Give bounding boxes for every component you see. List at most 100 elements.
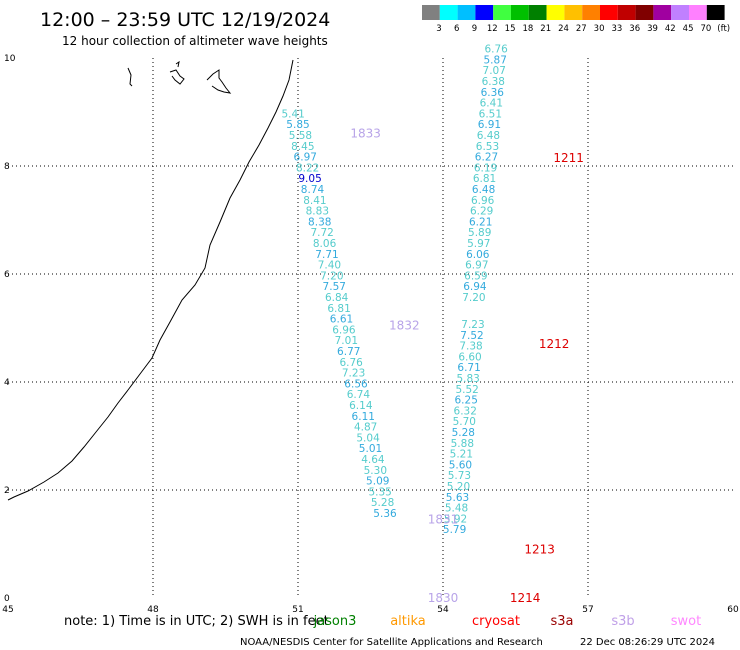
pass-time-label: 1211 xyxy=(553,151,584,165)
y-tick-label: 2 xyxy=(4,486,10,496)
legend-item-s3a: s3a xyxy=(550,614,573,629)
x-tick-label: 48 xyxy=(147,605,159,615)
satellite-legend: jason3 altika cryosat s3a s3b swot xyxy=(313,614,702,629)
pass-labels: 1833 1832 1831 1830 1211 1212 1213 1214 xyxy=(350,127,584,605)
wave-height-label: 6.14 xyxy=(349,400,373,412)
footer-timestamp: 22 Dec 08:26:29 UTC 2024 xyxy=(580,637,715,648)
wave-height-label: 6.94 xyxy=(463,281,487,293)
wave-height-label: 5.60 xyxy=(449,459,472,471)
pass-time-label: 1832 xyxy=(389,318,420,332)
colorbar-swatch xyxy=(528,5,547,20)
colorbar-label: 9 xyxy=(472,24,477,34)
wave-height-label: 5.79 xyxy=(443,524,466,536)
colorbar-label: (ft) xyxy=(717,24,730,34)
colorbar-swatch xyxy=(635,5,654,20)
wave-height-label: 5.92 xyxy=(444,513,467,525)
y-tick-label: 0 xyxy=(4,594,10,604)
wave-height-label: 7.23 xyxy=(342,368,365,380)
pass-time-label: 1831 xyxy=(428,513,459,527)
y-tick-label: 4 xyxy=(4,378,10,388)
colorbar-swatch xyxy=(564,5,583,20)
wave-height-label: 6.59 xyxy=(464,270,487,282)
wave-height-label: 6.27 xyxy=(475,152,498,164)
wave-height-label: 7.57 xyxy=(323,281,346,293)
wave-height-label: 7.72 xyxy=(310,227,333,239)
wave-height-label: 5.28 xyxy=(452,427,475,439)
colorbar-label: 27 xyxy=(576,24,587,34)
colorbar-label: 36 xyxy=(629,24,640,34)
colorbar-swatch xyxy=(439,5,458,20)
altimeter-tracks: 5.415.855.588.456.978.229.058.748.418.83… xyxy=(281,44,508,537)
colorbar-swatch xyxy=(475,5,494,20)
colorbar-label: 33 xyxy=(611,24,622,34)
wave-height-label: 5.52 xyxy=(455,384,478,396)
wave-height-label: 6.76 xyxy=(484,44,508,56)
x-tick-label: 45 xyxy=(2,605,13,615)
wave-height-label: 6.56 xyxy=(344,378,368,390)
legend-item-swot: swot xyxy=(671,614,701,629)
wave-height-label: 5.83 xyxy=(456,373,479,385)
wave-height-label: 7.38 xyxy=(459,341,482,353)
axis-labels: 45 48 51 54 57 60 0 2 4 6 8 10 xyxy=(2,54,739,615)
wave-height-label: 6.11 xyxy=(352,411,375,423)
wave-height-label: 8.41 xyxy=(303,195,326,207)
colorbar-swatch xyxy=(582,5,600,20)
wave-height-label: 6.19 xyxy=(474,162,497,174)
wave-height-label: 6.06 xyxy=(466,249,490,261)
wave-height-label: 6.76 xyxy=(339,357,363,369)
colorbar-swatch xyxy=(600,5,618,20)
wave-height-label: 5.58 xyxy=(289,130,312,142)
wave-height-label: 5.63 xyxy=(446,492,469,504)
wave-height-label: 6.48 xyxy=(477,130,500,142)
wave-height-label: 5.73 xyxy=(448,470,471,482)
wave-height-label: 6.74 xyxy=(347,389,371,401)
colorbar-swatch xyxy=(671,5,689,20)
colorbar-swatch xyxy=(706,5,725,20)
wave-height-label: 6.71 xyxy=(457,362,480,374)
wave-height-label: 8.22 xyxy=(296,162,319,174)
wave-height-label: 7.40 xyxy=(318,260,341,272)
colorbar-label: 45 xyxy=(683,24,694,34)
wave-height-label: 8.45 xyxy=(291,141,314,153)
wave-height-label: 6.77 xyxy=(337,346,360,358)
colorbar-swatch xyxy=(546,5,565,20)
colorbar-label: 24 xyxy=(558,24,569,34)
wave-height-label: 7.01 xyxy=(335,335,358,347)
wave-height-label: 4.87 xyxy=(354,422,377,434)
wave-height-label: 6.25 xyxy=(455,395,478,407)
wave-height-label: 8.74 xyxy=(301,184,325,196)
wave-height-label: 6.51 xyxy=(479,108,502,120)
legend-item-cryosat: cryosat xyxy=(472,614,520,629)
colorbar-label: 21 xyxy=(540,24,551,34)
wave-height-label: 8.06 xyxy=(313,238,337,250)
wave-height-label: 7.23 xyxy=(461,319,484,331)
wave-height-label: 6.81 xyxy=(473,173,496,185)
wave-height-label: 7.20 xyxy=(462,292,485,304)
wave-height-label: 6.91 xyxy=(478,119,501,131)
wave-height-label: 5.97 xyxy=(467,238,490,250)
wave-height-label: 7.71 xyxy=(315,249,338,261)
color-scale-bar: 3 6 9 12 15 18 21 24 27 30 33 36 39 42 45 70 (ft) xyxy=(422,5,730,34)
wave-height-label: 8.38 xyxy=(308,216,331,228)
colorbar-label: 70 xyxy=(700,24,711,34)
x-tick-label: 60 xyxy=(727,605,739,615)
colorbar-swatch xyxy=(653,5,672,20)
wave-height-label: 6.97 xyxy=(294,152,317,164)
colorbar-swatch xyxy=(511,5,529,20)
wave-height-label: 5.01 xyxy=(359,443,382,455)
wave-height-label: 6.32 xyxy=(454,405,477,417)
wave-height-label: 7.20 xyxy=(320,270,343,282)
colorbar-label: 15 xyxy=(505,24,516,34)
pass-time-label: 1213 xyxy=(524,542,555,556)
pass-time-label: 1214 xyxy=(510,591,541,605)
colorbar-label: 6 xyxy=(454,24,459,34)
note-text: note: 1) Time is in UTC; 2) SWH is in fe… xyxy=(64,614,329,629)
wave-height-label: 4.64 xyxy=(361,454,385,466)
wave-height-label: 6.21 xyxy=(469,216,492,228)
wave-height-label: 6.41 xyxy=(480,98,503,110)
colorbar-label: 39 xyxy=(647,24,658,34)
wave-height-label: 8.83 xyxy=(306,206,329,218)
x-tick-label: 57 xyxy=(582,605,593,615)
wave-height-label: 5.21 xyxy=(450,449,473,461)
